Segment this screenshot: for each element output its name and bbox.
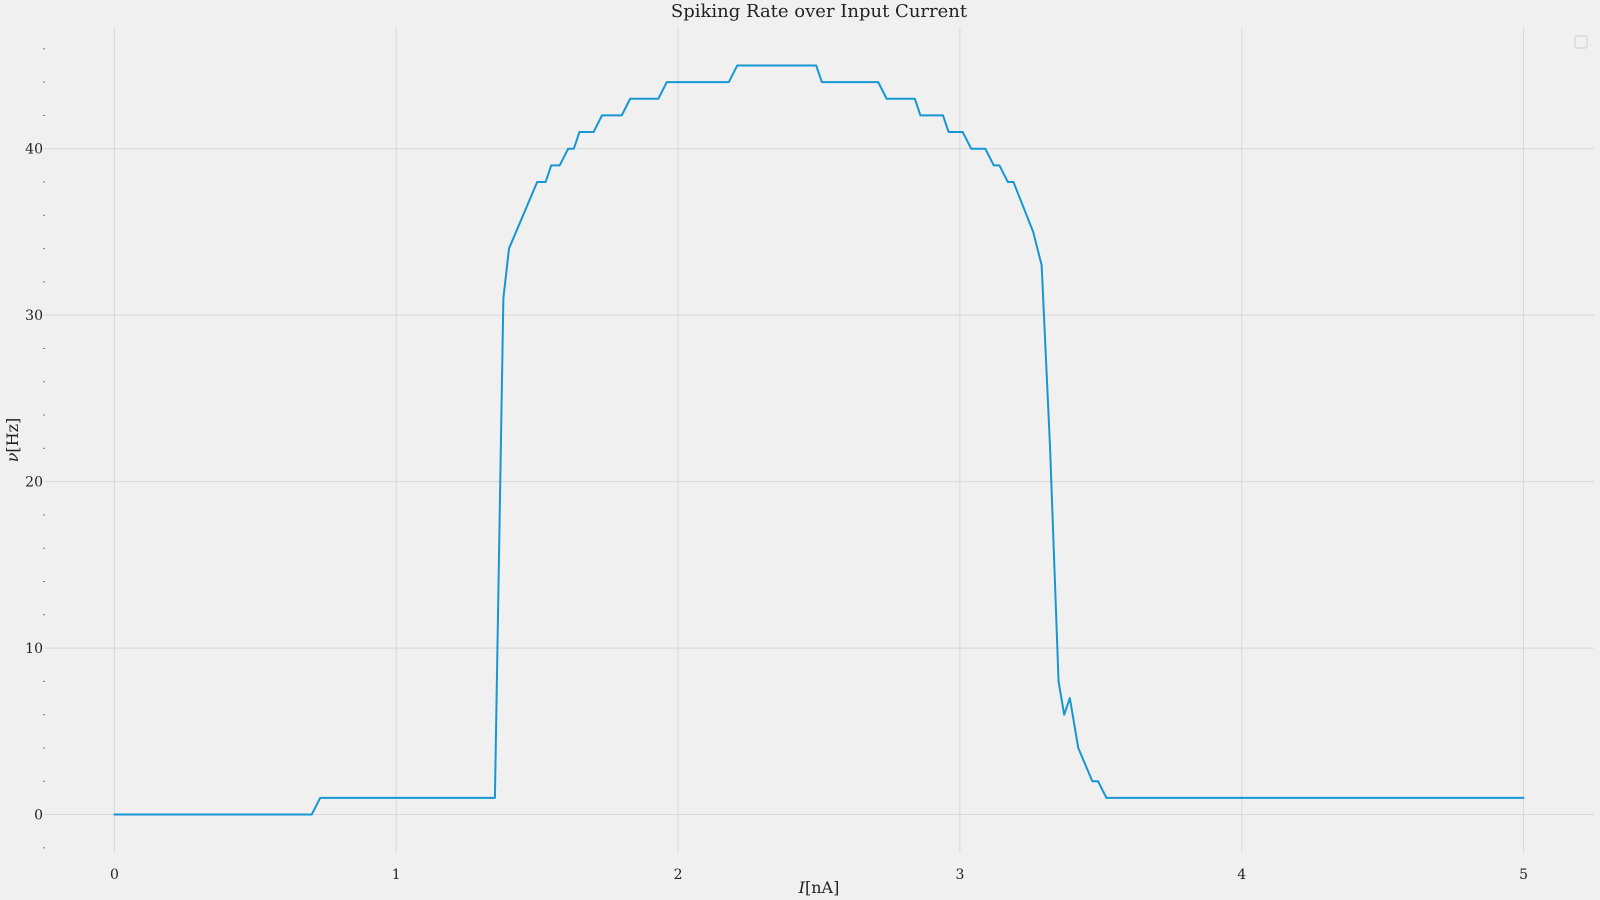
y-axis-label-symbol: ν [3,452,22,462]
series-line-0 [113,64,1525,816]
x-axis-label-symbol: I [798,878,806,897]
y-minor-ticks [43,48,45,849]
grid [44,28,1594,852]
y-tick-label-3: 30 [25,308,43,324]
y-tick-label-0: 0 [34,808,43,824]
y-tick-label-4: 40 [25,142,43,158]
x-tick-label-3: 3 [955,867,964,883]
x-tick-label-1: 1 [392,867,401,883]
y-axis-label-unit: [Hz] [3,418,22,453]
tick-labels: 0 1 2 3 4 5 0 10 20 30 40 [25,142,1528,883]
legend-box[interactable] [1574,35,1588,49]
x-axis-label: I[nA] [798,878,840,897]
series-layer [113,64,1525,816]
chart-title: Spiking Rate over Input Current [671,1,968,22]
x-axis-label-unit: [nA] [805,878,839,897]
y-axis-label: ν[Hz] [3,418,22,463]
x-tick-label-2: 2 [674,867,683,883]
x-tick-label-5: 5 [1519,867,1528,883]
x-tick-label-0: 0 [110,867,119,883]
y-tick-label-2: 20 [25,475,43,491]
x-tick-label-4: 4 [1237,867,1246,883]
y-tick-label-1: 10 [25,641,43,657]
